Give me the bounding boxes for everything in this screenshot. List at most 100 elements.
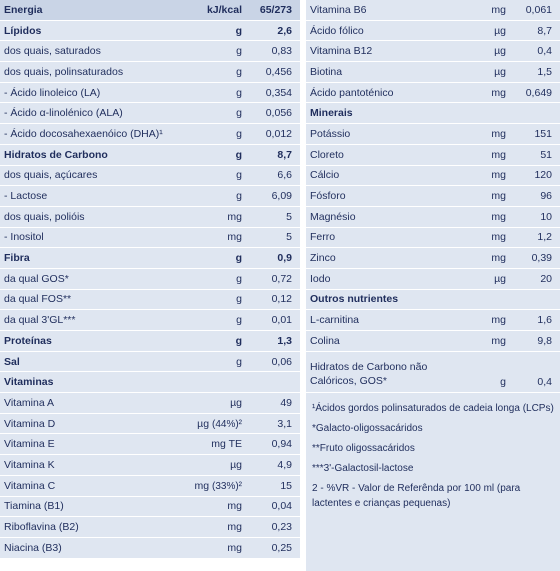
nutrient-row: Fósforo mg 96: [306, 186, 560, 206]
nutrient-value: 0,72: [271, 272, 292, 285]
nutrient-unit: g: [236, 314, 242, 327]
nutrient-value: 0,649: [525, 86, 552, 99]
nutrient-name: Cálcio: [310, 169, 340, 182]
nutrient-name: Ferro: [310, 231, 336, 244]
nutrient-value: 0,012: [265, 127, 292, 140]
nutrient-name: da qual GOS*: [4, 272, 69, 285]
nutrient-row: dos quais, saturados g 0,83: [0, 41, 300, 62]
nutrient-row: Vitamina C mg (33%)² 15: [0, 475, 300, 496]
nutrient-row: L-carnitina mg 1,6: [306, 310, 560, 330]
nutrient-row: da qual FOS** g 0,12: [0, 289, 300, 310]
nutrient-name: Vitamina K: [4, 458, 55, 471]
nutrient-row: Iodo µg 20: [306, 268, 560, 289]
nutrient-row: Cloreto mg 51: [306, 144, 560, 165]
nutrient-row: Ferro mg 1,2: [306, 227, 560, 248]
nutrient-value: 1,5: [537, 65, 552, 78]
nutrient-value: 49: [280, 396, 292, 409]
nutrient-row: Niacina (B3) mg 0,25: [0, 537, 300, 558]
nutrient-name: Sal: [4, 355, 20, 368]
nutrient-unit: g: [235, 148, 242, 161]
nutrient-name: Minerais: [310, 107, 353, 120]
nutrient-unit: mg: [227, 231, 242, 244]
nutrient-name: Energia: [4, 3, 43, 16]
nutrient-row: Vitamina A µg 49: [0, 393, 300, 413]
nutrient-name: - Ácido linoleico (LA): [4, 86, 101, 99]
nutrient-unit: µg: [230, 396, 242, 409]
nutrient-value: 151: [534, 127, 552, 140]
nutrient-row: - Ácido α-linolénico (ALA) g 0,056: [0, 103, 300, 124]
nutrient-value: 2,6: [277, 24, 292, 37]
nutrient-unit: mg (33%)²: [186, 480, 248, 492]
nutrient-name: Biotina: [310, 65, 343, 78]
nutrient-unit: mg: [227, 210, 242, 223]
nutrient-name: - Ácido docosahexaenóico (DHA)¹: [4, 127, 163, 140]
nutrient-name: Outros nutrientes: [310, 293, 399, 306]
nutrient-unit: µg: [494, 24, 506, 37]
nutrient-unit: g: [236, 45, 242, 58]
nutrient-value: 15: [280, 479, 292, 492]
nutrient-row: Hidratos de Carbono não Calóricos, GOS* g…: [306, 351, 560, 393]
right-column: Vitamina B6 mg 0,061 Ácido fólico µg 8,7 Vitam…: [306, 0, 560, 571]
nutrient-name: Hidratos de Carbono: [4, 148, 108, 161]
nutrient-value: 0,06: [271, 355, 292, 368]
nutrient-name: - Inositol: [4, 231, 44, 244]
nutrient-row: dos quais, açúcares g 6,6: [0, 165, 300, 186]
nutrient-value: 20: [540, 272, 552, 285]
nutrient-unit: g: [236, 65, 242, 78]
nutrient-row: Vitamina E mg TE 0,94: [0, 434, 300, 455]
nutrient-unit: g: [236, 355, 242, 368]
nutrient-name: Riboflavina (B2): [4, 521, 79, 534]
nutrient-name: Niacina (B3): [4, 541, 62, 554]
nutrient-value: 0,01: [271, 314, 292, 327]
nutrient-row: Vitamina B6 mg 0,061: [306, 0, 560, 20]
nutrient-value: 10: [540, 210, 552, 223]
footnote: *Galacto-oligossacáridos: [312, 423, 423, 435]
nutrient-unit: g: [236, 293, 242, 306]
nutrient-unit: g: [235, 252, 242, 265]
nutrient-value: 9,8: [537, 334, 552, 347]
nutrient-value: 1,3: [277, 334, 292, 347]
nutrient-name: Iodo: [310, 272, 331, 285]
nutrient-row: da qual 3'GL*** g 0,01: [0, 310, 300, 330]
nutrient-unit: g: [235, 334, 242, 347]
nutrient-row: da qual GOS* g 0,72: [0, 268, 300, 289]
reference-percent: (44%)²: [211, 418, 242, 430]
nutrient-name: Lípidos: [4, 24, 42, 37]
nutrient-unit: µg: [230, 458, 242, 471]
nutrient-unit: mg: [227, 500, 242, 513]
nutrient-name: dos quais, saturados: [4, 45, 101, 58]
nutrient-name: L-carnitina: [310, 314, 360, 327]
nutrient-name: dos quais, polióis: [4, 210, 85, 223]
nutrient-value: 0,23: [271, 521, 292, 534]
nutrient-row: Tiamina (B1) mg 0,04: [0, 496, 300, 517]
nutrient-unit: mg: [491, 334, 506, 347]
nutrient-unit: mg: [491, 231, 506, 244]
nutrient-unit: mg: [491, 314, 506, 327]
footnote: 2 - %VR - Valor de Referênda por 100 ml …: [312, 483, 521, 510]
nutrient-value: 51: [540, 148, 552, 161]
nutrient-unit: µg: [494, 272, 506, 285]
nutrient-value: 0,12: [271, 293, 292, 306]
nutrient-unit: g: [235, 24, 242, 37]
nutrient-row: Colina mg 9,8: [306, 331, 560, 351]
nutrient-row: Magnésio mg 10: [306, 206, 560, 227]
nutrient-value: 8,7: [277, 148, 292, 161]
nutrient-row: Riboflavina (B2) mg 0,23: [0, 517, 300, 537]
footnote: ¹Ácidos gordos polinsaturados de cadeia …: [312, 403, 554, 415]
nutrient-unit: mg TE: [211, 438, 242, 451]
unit-text: µg: [197, 417, 210, 430]
nutrient-unit: g: [236, 272, 242, 285]
nutrient-unit: µg: [494, 65, 506, 78]
nutrient-name: Hidratos de Carbono não Calóricos, GOS*: [310, 361, 428, 388]
nutrient-value: 3,1: [277, 417, 292, 430]
nutrient-value: 0,456: [265, 65, 292, 78]
nutrient-row: - Lactose g 6,09: [0, 186, 300, 206]
nutrient-name: dos quais, polinsaturados: [4, 65, 124, 78]
nutrient-value: 6,09: [271, 190, 292, 203]
nutrient-unit: mg: [227, 541, 242, 554]
nutrient-value: 0,4: [537, 376, 552, 389]
nutrient-value: 96: [540, 190, 552, 203]
nutrient-unit: mg: [491, 190, 506, 203]
nutrient-row: - Ácido docosahexaenóico (DHA)¹ g 0,012: [0, 124, 300, 144]
nutrient-value: 0,4: [537, 45, 552, 58]
